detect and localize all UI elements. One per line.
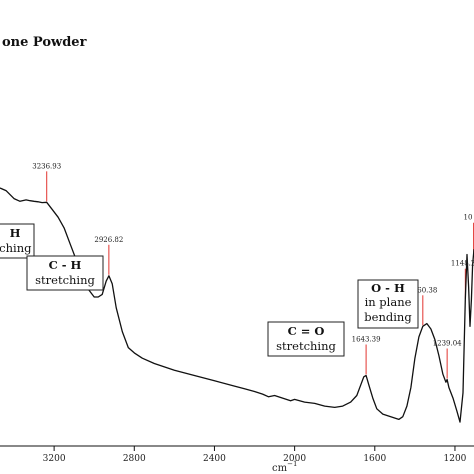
annotation-oh-stretching: H tching <box>0 223 35 259</box>
chart-title: one Powder <box>2 35 87 50</box>
annotation-co-stretching: C = O stretching <box>267 321 345 357</box>
x-tick-label: 1200 <box>444 454 467 464</box>
peak-label: 3236.93 <box>32 162 61 170</box>
peak-label: 10 <box>464 214 473 222</box>
x-tick-label: 2400 <box>203 454 226 464</box>
annotation-line: O - H <box>371 281 405 295</box>
annotation-line: stretching <box>276 339 336 353</box>
peak-marker-layer <box>46 171 474 379</box>
annotation-line: in plane <box>365 295 412 309</box>
annotation-ch-stretching: C - H stretching <box>26 255 104 291</box>
annotation-box <box>267 321 345 357</box>
x-axis-label-unit: cm <box>272 463 288 474</box>
annotation-oh-bending: O - H in plane bending <box>357 279 419 329</box>
x-tick-label: 2000 <box>283 454 306 464</box>
x-tick-layer: 3200 2800 2400 2000 1600 1200 <box>43 446 467 464</box>
peak-label: 1643.39 <box>352 336 381 344</box>
annotation-line: bending <box>364 310 412 324</box>
annotation-box <box>0 223 35 259</box>
peak-label: 1360.38 <box>408 286 437 294</box>
x-axis-label: cm−1 <box>272 460 297 474</box>
annotation-box <box>26 255 104 291</box>
annotation-line: H <box>10 226 21 240</box>
x-axis-label-exponent: −1 <box>287 460 297 468</box>
peak-label-layer: 3236.93 2926.82 1643.39 1360.38 1239.04 1148.… <box>32 162 474 347</box>
annotation-line: C - H <box>49 258 82 272</box>
peak-label: 2926.82 <box>94 236 123 244</box>
x-tick-label: 2800 <box>123 454 146 464</box>
annotation-line: C = O <box>288 324 325 338</box>
x-tick-label: 3200 <box>43 454 66 464</box>
annotation-line: stretching <box>35 273 95 287</box>
x-tick-label: 1600 <box>363 454 386 464</box>
spectrum-line <box>0 187 474 423</box>
peak-label: 1239.04 <box>433 340 462 348</box>
annotation-line: tching <box>0 241 32 255</box>
peak-label: 1148.28 <box>451 260 474 268</box>
annotation-box <box>357 279 419 329</box>
